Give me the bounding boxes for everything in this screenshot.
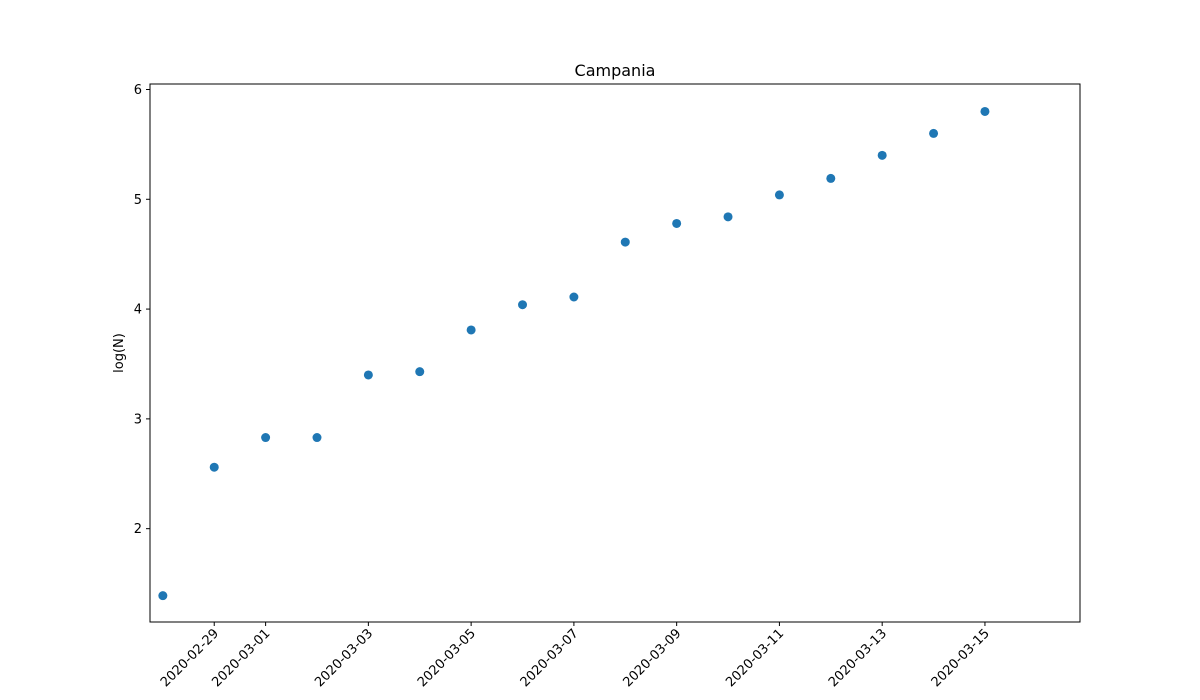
x-tick-label: 2020-03-03	[312, 626, 376, 690]
y-axis: 2 3 4 5 6	[134, 83, 150, 537]
y-tick-label: 6	[134, 83, 142, 98]
data-point	[312, 433, 322, 443]
data-point	[261, 433, 271, 443]
data-point	[363, 370, 373, 380]
data-point	[826, 173, 836, 183]
data-points	[158, 106, 990, 601]
data-point	[569, 292, 579, 302]
x-tick-label: 2020-03-05	[415, 626, 479, 690]
data-point	[209, 462, 219, 472]
y-tick-label: 2	[134, 522, 142, 537]
data-point	[980, 106, 990, 116]
data-point	[774, 190, 784, 200]
x-tick-label: 2020-03-13	[826, 626, 890, 690]
x-tick-label: 2020-03-07	[518, 626, 582, 690]
y-axis-label: log(N)	[112, 333, 127, 373]
y-tick-label: 3	[134, 412, 142, 427]
data-point	[518, 300, 528, 310]
data-point	[620, 237, 630, 247]
data-point	[877, 150, 887, 160]
x-tick-label: 2020-03-11	[723, 626, 787, 690]
data-point	[415, 367, 425, 377]
data-point	[158, 591, 168, 601]
data-point	[672, 218, 682, 228]
data-point	[929, 128, 939, 138]
data-point	[466, 325, 476, 335]
y-tick-label: 5	[134, 193, 142, 208]
data-point	[723, 212, 733, 222]
y-tick-label: 4	[134, 303, 142, 318]
x-tick-label: 2020-03-09	[620, 626, 684, 690]
plot-area	[149, 83, 1081, 623]
chart-title: Campania	[575, 61, 656, 80]
x-tick-label: 2020-03-15	[929, 626, 993, 690]
